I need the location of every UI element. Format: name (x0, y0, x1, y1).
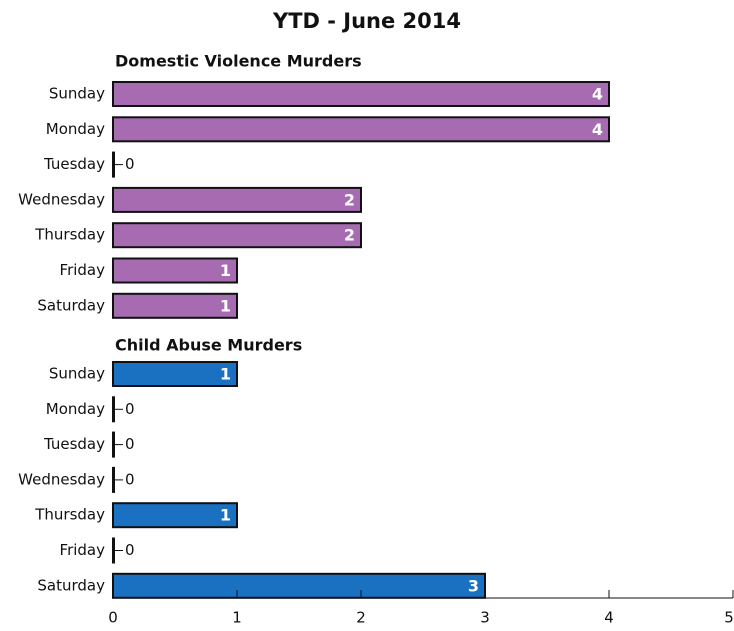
value-label: 0 (125, 541, 135, 559)
bar (112, 361, 238, 387)
y-tick-label: Sunday (49, 365, 105, 383)
value-label: 4 (592, 85, 603, 104)
bar (112, 186, 362, 213)
y-tick-label: Monday (46, 400, 105, 418)
y-tick-label: Friday (60, 541, 106, 559)
value-label: 1 (220, 506, 231, 525)
bar (112, 502, 238, 529)
panel-title: Domestic Violence Murders (115, 52, 362, 71)
value-label: 0 (125, 400, 135, 418)
bar (112, 466, 115, 493)
bar (112, 396, 115, 423)
x-tick-label: 5 (724, 609, 734, 627)
value-label: 4 (592, 120, 603, 139)
bar (112, 537, 115, 564)
y-tick-label: Thursday (34, 506, 105, 524)
value-label: 1 (220, 365, 231, 384)
y-tick-label: Wednesday (18, 190, 105, 208)
panel-title: Child Abuse Murders (115, 336, 302, 355)
y-tick-label: Friday (60, 261, 106, 279)
value-label: 1 (220, 296, 231, 315)
y-tick-label: Tuesday (43, 155, 105, 173)
chart-title: YTD - June 2014 (272, 9, 461, 33)
x-tick-label: 0 (108, 609, 118, 627)
value-label: 0 (125, 155, 135, 173)
y-tick-label: Wednesday (18, 470, 105, 488)
value-label: 3 (468, 576, 479, 595)
value-label: 0 (125, 435, 135, 453)
y-tick-label: Saturday (37, 296, 105, 314)
x-tick-label: 2 (356, 609, 366, 627)
y-tick-label: Sunday (49, 85, 105, 103)
bar (112, 81, 610, 107)
bar (112, 151, 115, 178)
x-tick-label: 1 (232, 609, 242, 627)
bar (112, 572, 486, 599)
y-tick-label: Saturday (37, 576, 105, 594)
bar (112, 431, 115, 458)
bar (112, 116, 610, 143)
value-label: 2 (344, 190, 355, 209)
bar (112, 292, 238, 319)
y-tick-label: Monday (46, 120, 105, 138)
x-tick-label: 4 (604, 609, 614, 627)
bar (112, 222, 362, 249)
y-tick-label: Tuesday (43, 435, 105, 453)
value-label: 1 (220, 261, 231, 280)
bar (112, 257, 238, 284)
y-tick-label: Thursday (34, 226, 105, 244)
x-tick-label: 3 (480, 609, 490, 627)
value-label: 0 (125, 470, 135, 488)
value-label: 2 (344, 226, 355, 245)
